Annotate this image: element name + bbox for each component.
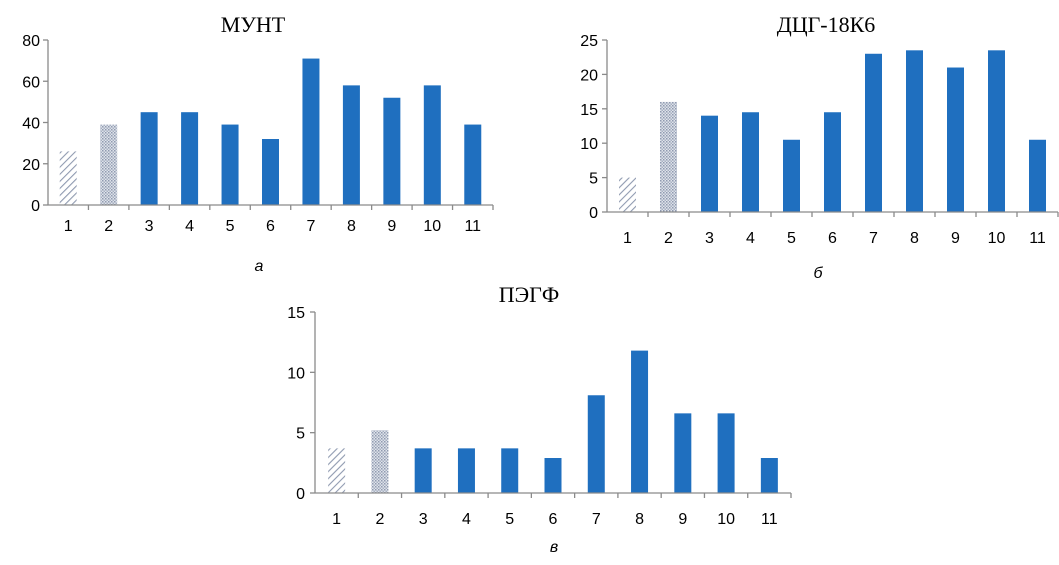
chart-panel-b: ДЦГ-18К6 0 5 10 15 20 25 1 2 3 4 5 6 7 8 9 10 11 б — [580, 12, 1059, 282]
bar-b-1 — [619, 177, 636, 212]
bar-c-2 — [371, 430, 389, 493]
y-tick-label-a: 60 — [22, 74, 40, 91]
x-tick-label-a: 7 — [307, 218, 316, 235]
x-tick-label-b: 11 — [1029, 230, 1046, 247]
bar-group-c: 0 5 10 15 1 2 3 4 5 6 7 8 9 10 11 — [287, 305, 792, 528]
bar-c-3 — [414, 448, 432, 493]
x-tick-label-a: 11 — [464, 218, 481, 235]
bar-a-3 — [140, 112, 158, 205]
bar-group-b: 0 5 10 15 20 25 1 2 3 4 5 6 7 8 9 10 11 — [580, 33, 1059, 247]
y-tick-label-a: 20 — [22, 157, 40, 174]
bar-a-2 — [100, 124, 118, 205]
x-tick-label-b: 2 — [664, 230, 673, 247]
chart-title-b: ДЦГ-18К6 — [777, 12, 876, 37]
bar-b-4 — [742, 112, 759, 212]
chart-panel-c: ПЭГФ 0 5 10 15 1 2 3 4 5 6 7 8 9 10 11 в — [287, 282, 792, 556]
bar-a-4 — [181, 112, 199, 205]
x-tick-label-b: 8 — [910, 230, 919, 247]
y-tick-label-c: 15 — [287, 305, 305, 322]
panel-label-a: а — [255, 258, 264, 275]
y-tick-label-c: 10 — [287, 365, 305, 382]
bar-b-6 — [824, 112, 841, 212]
bar-c-4 — [457, 448, 475, 493]
x-tick-label-a: 1 — [64, 218, 73, 235]
bar-group-a: 0 20 40 60 80 1 2 3 4 5 6 7 8 9 10 11 — [22, 33, 494, 235]
bar-b-7 — [865, 53, 882, 213]
x-tick-label-b: 3 — [705, 230, 714, 247]
x-tick-label-a: 9 — [387, 218, 396, 235]
y-tick-label-c: 0 — [296, 486, 305, 503]
bar-b-2 — [660, 101, 677, 212]
x-tick-label-c: 10 — [717, 511, 735, 528]
bar-b-8 — [906, 50, 923, 212]
bar-c-10 — [717, 413, 735, 493]
panel-label-b: б — [814, 265, 824, 282]
bar-c-1 — [328, 448, 346, 493]
x-tick-label-c: 8 — [635, 511, 644, 528]
bar-b-5 — [783, 139, 800, 212]
chart-panel-a: МУНТ 0 20 40 60 80 1 2 3 4 5 6 7 8 9 10 11 а — [22, 12, 494, 275]
x-tick-label-c: 5 — [505, 511, 514, 528]
x-tick-label-b: 10 — [988, 230, 1006, 247]
y-tick-label-a: 0 — [31, 198, 40, 215]
x-tick-label-a: 8 — [347, 218, 356, 235]
x-tick-label-c: 1 — [332, 511, 341, 528]
bar-c-9 — [674, 413, 692, 493]
chart-title-a: МУНТ — [221, 12, 286, 37]
bar-a-8 — [342, 85, 360, 205]
x-tick-label-c: 4 — [462, 511, 471, 528]
x-tick-label-c: 7 — [592, 511, 601, 528]
y-tick-label-a: 80 — [22, 33, 40, 50]
x-tick-label-a: 4 — [185, 218, 194, 235]
chart-title-c: ПЭГФ — [499, 282, 560, 307]
bar-c-6 — [544, 458, 562, 493]
x-tick-label-b: 5 — [787, 230, 796, 247]
x-tick-label-a: 3 — [145, 218, 154, 235]
bar-b-10 — [988, 50, 1005, 212]
x-tick-label-a: 6 — [266, 218, 275, 235]
y-tick-label-a: 40 — [22, 116, 40, 133]
x-tick-label-b: 1 — [623, 230, 632, 247]
y-tick-label-b: 15 — [580, 102, 598, 119]
bar-a-9 — [383, 97, 401, 205]
x-tick-label-a: 5 — [226, 218, 235, 235]
x-tick-label-b: 4 — [746, 230, 755, 247]
bar-a-10 — [423, 85, 441, 205]
x-tick-label-c: 6 — [549, 511, 558, 528]
bar-c-8 — [631, 350, 649, 493]
panel-label-c: в — [550, 539, 558, 556]
y-tick-label-c: 5 — [296, 426, 305, 443]
bar-a-1 — [59, 151, 77, 205]
x-tick-label-b: 7 — [869, 230, 878, 247]
x-tick-label-c: 3 — [419, 511, 428, 528]
bar-b-3 — [701, 115, 718, 212]
x-tick-label-c: 11 — [761, 511, 778, 528]
bar-a-11 — [464, 124, 482, 205]
x-tick-label-a: 10 — [423, 218, 441, 235]
bar-c-5 — [501, 448, 519, 493]
y-tick-label-b: 10 — [580, 136, 598, 153]
y-tick-label-b: 20 — [580, 67, 598, 84]
bar-a-7 — [302, 58, 320, 205]
x-tick-label-b: 6 — [828, 230, 837, 247]
x-tick-label-c: 2 — [375, 511, 384, 528]
y-tick-label-b: 0 — [589, 205, 598, 222]
x-tick-label-a: 2 — [104, 218, 113, 235]
x-tick-label-c: 9 — [678, 511, 687, 528]
bar-c-11 — [760, 458, 778, 493]
bar-b-11 — [1029, 139, 1046, 212]
bar-a-6 — [262, 139, 279, 205]
bar-b-9 — [947, 67, 964, 213]
bar-c-7 — [587, 395, 605, 493]
y-tick-label-b: 5 — [589, 171, 598, 188]
bar-a-5 — [221, 124, 239, 205]
y-tick-label-b: 25 — [580, 33, 598, 50]
x-tick-label-b: 9 — [951, 230, 960, 247]
